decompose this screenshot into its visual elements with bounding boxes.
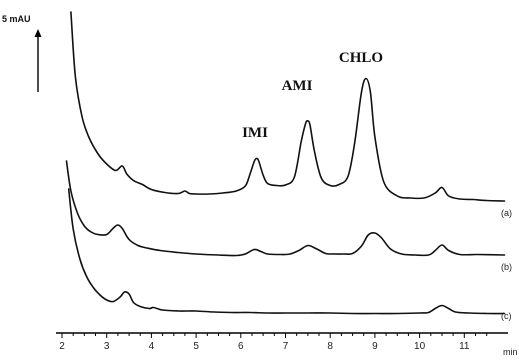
x-axis: 2 3 4 5 6 7 8 9 10 11 min: [56, 332, 518, 357]
x-tick-label: 11: [459, 341, 470, 352]
peak-label-imi: IMI: [242, 125, 268, 141]
trace-label-c: (c): [501, 311, 512, 321]
x-axis-title: min: [503, 347, 518, 357]
trace-b: [65, 160, 506, 257]
trace-c: [67, 188, 506, 315]
x-tick-label: 8: [327, 341, 333, 352]
trace-a: [70, 11, 506, 202]
x-axis-ticks: 2 3 4 5 6 7 8 9 10 11: [59, 333, 488, 352]
trace-label-a: (a): [501, 208, 512, 218]
scale-bar: 5 mAU: [2, 14, 42, 92]
peak-label-chlo: CHLO: [339, 50, 383, 66]
trace-label-b: (b): [501, 262, 512, 272]
x-tick-label: 4: [149, 341, 155, 352]
scale-bar-label: 5 mAU: [2, 14, 31, 24]
x-tick-label: 7: [283, 341, 289, 352]
x-tick-label: 6: [238, 341, 244, 352]
x-tick-label: 3: [104, 341, 110, 352]
x-tick-label: 2: [59, 341, 65, 352]
x-tick-label: 5: [193, 341, 199, 352]
x-tick-label: 10: [414, 341, 426, 352]
scale-bar-arrow-head: [34, 29, 42, 37]
peak-label-ami: AMI: [282, 78, 313, 94]
x-tick-label: 9: [372, 341, 378, 352]
